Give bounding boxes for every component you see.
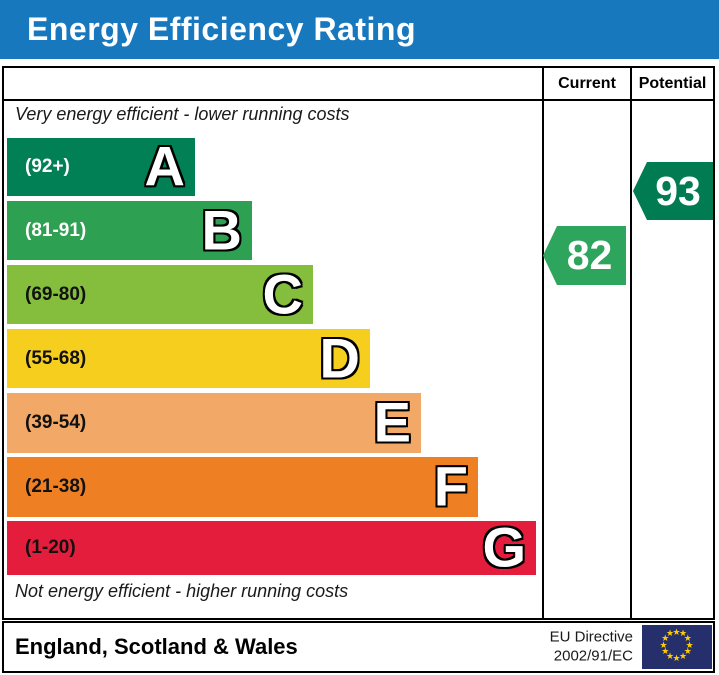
potential-rating-marker: 93 — [633, 162, 713, 220]
epc-band-b: (81-91) B — [7, 201, 252, 260]
page-title: Energy Efficiency Rating — [27, 11, 416, 47]
eu-directive-label: EU Directive 2002/91/EC — [550, 628, 633, 666]
epc-band-g: (1-20) G — [7, 515, 536, 579]
band-letter: A — [144, 134, 185, 198]
bottom-note: Not energy efficient - higher running co… — [15, 581, 349, 601]
band-range-label: (92+) — [25, 156, 70, 177]
epc-band-e: (39-54) E — [7, 393, 421, 453]
eu-flag-star: ★ — [683, 647, 692, 657]
current-rating-marker: 82 — [543, 226, 626, 285]
region-label: England, Scotland & Wales — [15, 634, 298, 659]
epc-band-f: (21-38) F — [7, 457, 478, 517]
band-letter: C — [262, 261, 303, 325]
potential-column-divider — [630, 68, 632, 618]
eu-flag-icon: ★ ★ ★ ★ ★ ★ ★ ★ ★ ★ ★ ★ — [642, 625, 712, 669]
band-range-label: (21-38) — [25, 476, 87, 497]
potential-rating-value: 93 — [655, 167, 701, 214]
band-range-label: (1-20) — [25, 537, 76, 558]
current-rating-value: 82 — [566, 232, 613, 278]
eu-flag-star: ★ — [679, 629, 688, 640]
eu-flag-star: ★ — [661, 634, 670, 644]
eu-directive-line2: 2002/91/EC — [553, 647, 633, 664]
footer: England, Scotland & Wales EU Directive 2… — [2, 621, 715, 673]
eu-flag-star: ★ — [672, 653, 681, 664]
band-letter: G — [482, 515, 526, 579]
band-letter: E — [373, 390, 411, 454]
eu-flag-star: ★ — [666, 651, 675, 662]
current-column-header: Current — [558, 74, 616, 92]
band-letter: B — [201, 197, 242, 261]
band-range-label: (39-54) — [25, 412, 87, 433]
eu-directive-line1: EU Directive — [549, 628, 633, 646]
band-letter: F — [433, 454, 468, 518]
top-note: Very energy efficient - lower running co… — [15, 104, 350, 124]
band-letter: D — [319, 325, 360, 389]
eu-flag-star: ★ — [672, 627, 681, 638]
eu-flag-star: ★ — [666, 629, 675, 640]
band-range-label: (55-68) — [25, 347, 87, 369]
potential-column-header: Potential — [638, 74, 707, 92]
epc-band-c: (69-80) C — [7, 265, 313, 324]
header-divider — [4, 99, 713, 101]
band-range-label: (81-91) — [25, 219, 87, 241]
band-range-label: (69-80) — [25, 283, 87, 305]
epc-band-a: (92+) A — [7, 138, 195, 196]
eu-flag-star: ★ — [679, 651, 688, 662]
current-column-divider — [542, 68, 544, 618]
eu-flag-star: ★ — [661, 647, 670, 657]
eu-flag-star: ★ — [659, 640, 668, 651]
eu-flag-star: ★ — [685, 640, 694, 651]
eu-flag-star: ★ — [683, 634, 692, 644]
title-bar: Energy Efficiency Rating — [0, 0, 719, 59]
epc-band-d: (55-68) D — [7, 329, 370, 388]
rating-table: Current Potential Very energy efficient … — [2, 66, 715, 620]
